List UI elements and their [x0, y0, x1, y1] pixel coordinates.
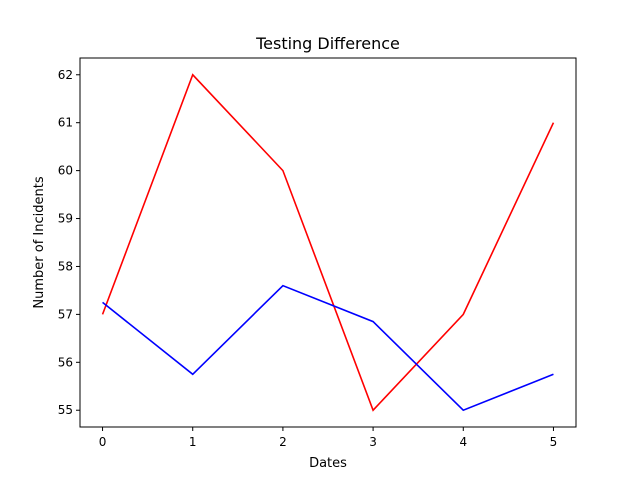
x-axis: 0 1 2 3 4 5	[99, 427, 558, 449]
y-tick-label: 56	[58, 355, 73, 369]
series-layer	[101, 73, 555, 412]
chart-title: Testing Difference	[255, 34, 400, 53]
series-line-1	[101, 73, 555, 412]
x-axis-label: Dates	[309, 456, 347, 471]
y-axis: 55 56 57 58 59 60 61 62	[58, 68, 80, 417]
y-tick-label: 62	[58, 68, 73, 82]
x-tick-label: 4	[459, 435, 467, 449]
y-tick-label: 59	[58, 212, 73, 226]
series-line-2	[102, 284, 554, 412]
x-tick-label: 1	[189, 435, 197, 449]
x-tick-label: 3	[369, 435, 377, 449]
y-tick-label: 57	[58, 307, 73, 321]
y-tick-label: 60	[58, 164, 73, 178]
plot-frame	[79, 57, 577, 428]
y-tick-label: 61	[58, 116, 73, 130]
y-axis-label: Number of Incidents	[32, 176, 47, 308]
x-tick-label: 5	[550, 435, 558, 449]
y-tick-label: 55	[58, 403, 73, 417]
x-tick-label: 0	[99, 435, 107, 449]
x-tick-label: 2	[279, 435, 287, 449]
y-tick-label: 58	[58, 259, 73, 273]
